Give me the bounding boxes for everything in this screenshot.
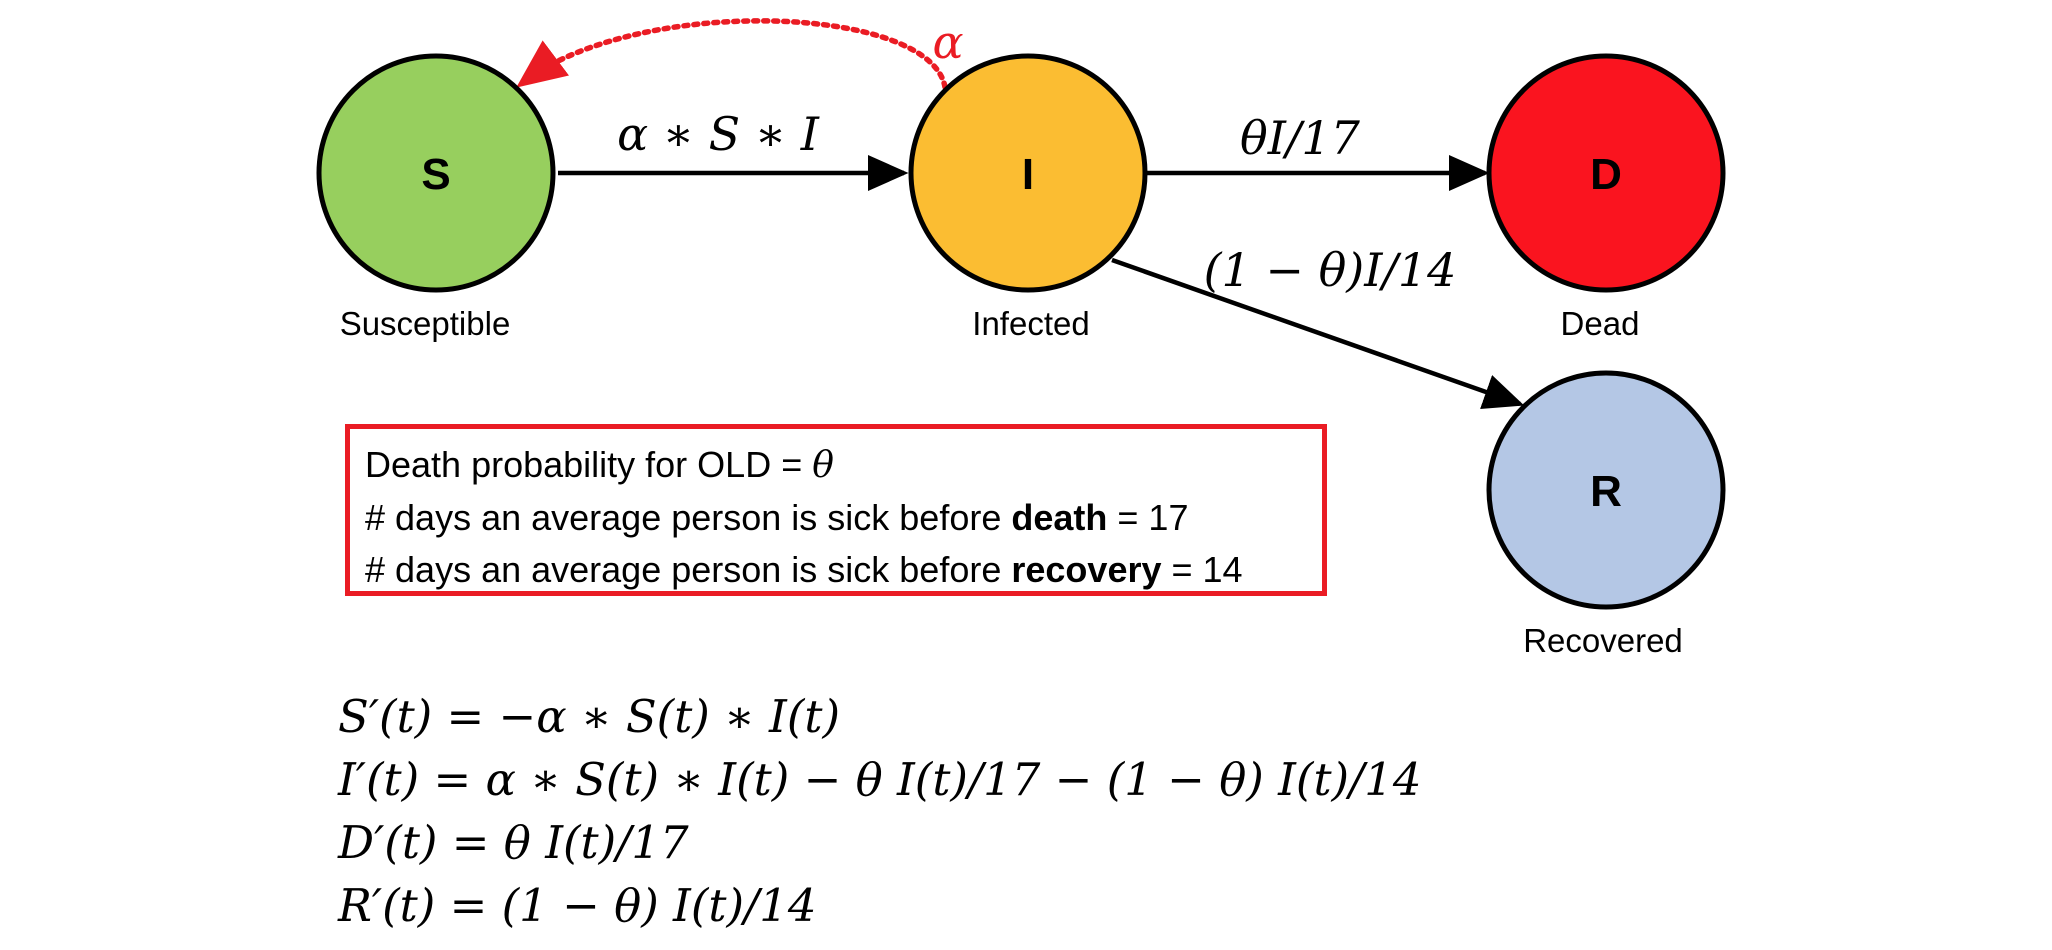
parameter-death-probability: Death probability for OLD = θ — [365, 439, 1322, 492]
node-susceptible: S Susceptible — [316, 53, 556, 342]
node-susceptible-circle — [316, 53, 556, 293]
parameter-days-to-recovery-suffix: = 14 — [1161, 549, 1243, 590]
parameter-days-to-death-bold: death — [1011, 497, 1108, 538]
node-susceptible-letter: S — [421, 150, 450, 199]
node-infected-letter: I — [1022, 150, 1034, 199]
node-dead: D Dead — [1486, 53, 1726, 342]
node-dead-letter: D — [1590, 150, 1622, 199]
node-infected: I Infected — [908, 53, 1148, 342]
equation-d: D′(t) = θ I(t)/17 — [338, 816, 689, 869]
node-recovered-label: Recovered — [1523, 622, 1683, 659]
parameter-days-to-recovery-prefix: # days an average person is sick before — [365, 549, 1012, 590]
edge-feedback-i-to-s — [516, 18, 948, 90]
equations-block: S′(t) = −α ∗ S(t) ∗ I(t) I′(t) = α ∗ S(t… — [338, 685, 1422, 937]
parameter-days-to-death-prefix: # days an average person is sick before — [365, 497, 1012, 538]
node-susceptible-label: Susceptible — [340, 305, 511, 342]
parameter-death-probability-text: Death probability for OLD = — [365, 444, 813, 485]
edge-label-feedback: α — [932, 15, 963, 69]
parameter-days-to-recovery: # days an average person is sick before … — [365, 544, 1322, 596]
equation-i: I′(t) = α ∗ S(t) ∗ I(t) − θ I(t)/17 − (1… — [338, 753, 1422, 806]
node-infected-label: Infected — [972, 305, 1089, 342]
edge-label-i-to-d: θI/17 — [1240, 111, 1361, 165]
node-infected-circle — [908, 53, 1148, 293]
node-recovered-circle — [1486, 370, 1726, 610]
parameter-days-to-death: # days an average person is sick before … — [365, 492, 1322, 544]
theta-symbol: θ — [812, 445, 834, 486]
edge-label-i-to-r: (1 − θ)I/14 — [1204, 243, 1457, 297]
node-dead-circle — [1486, 53, 1726, 293]
parameters-box: Death probability for OLD = θ # days an … — [345, 424, 1327, 596]
node-dead-label: Dead — [1561, 305, 1640, 342]
node-recovered: R Recovered — [1486, 370, 1726, 659]
parameter-days-to-death-suffix: = 17 — [1107, 497, 1189, 538]
parameter-days-to-recovery-bold: recovery — [1011, 549, 1162, 590]
edge-label-s-to-i: α ∗ S ∗ I — [617, 107, 820, 161]
equation-s: S′(t) = −α ∗ S(t) ∗ I(t) — [338, 690, 841, 743]
node-recovered-letter: R — [1590, 467, 1622, 516]
edge-i-to-r — [1111, 257, 1525, 409]
equation-r: R′(t) = (1 − θ) I(t)/14 — [338, 879, 817, 932]
